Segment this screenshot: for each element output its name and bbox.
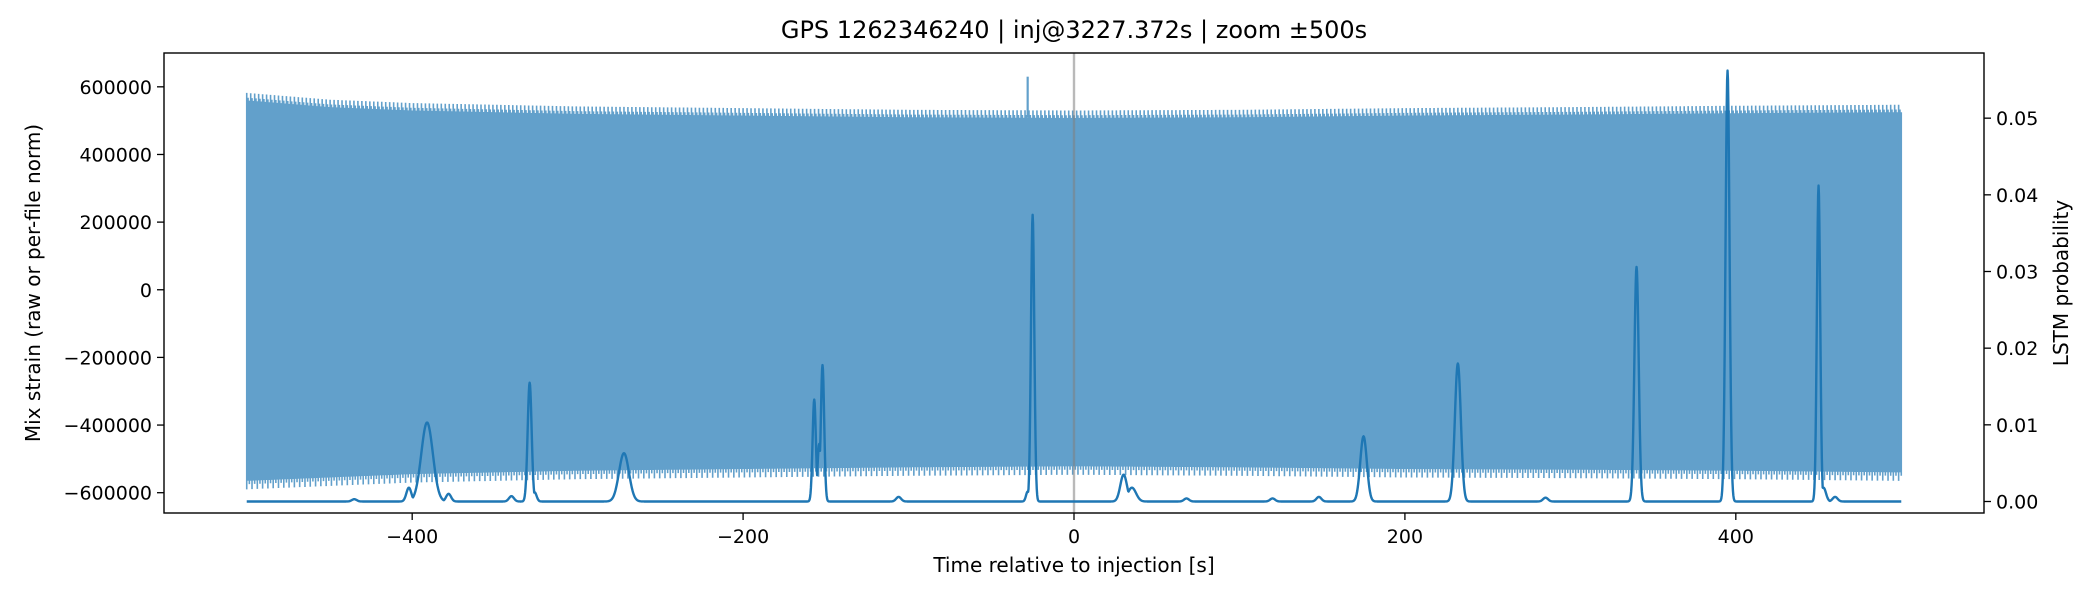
y-axis-right-title: LSTM probability	[2049, 200, 2073, 367]
y-right-tick-label: 0.02	[1996, 338, 2038, 360]
y-axis-right: 0.00 0.01 0.02 0.03 0.04 0.05	[1984, 108, 2038, 514]
probability-line	[245, 69, 1903, 503]
x-tick-label: 400	[1718, 526, 1754, 548]
y-axis-left-title: Mix strain (raw or per-file norm)	[21, 124, 45, 442]
y-left-tick-label: −200000	[64, 347, 152, 369]
plot-area	[245, 53, 1903, 513]
y-right-tick-label: 0.01	[1996, 415, 2038, 437]
x-tick-label: −200	[717, 526, 769, 548]
chart-title: GPS 1262346240 | inj@3227.372s | zoom ±5…	[781, 16, 1367, 44]
probability-series	[245, 69, 1903, 503]
y-axis-left: −600000 −400000 −200000 0 200000 400000 600000	[64, 77, 164, 505]
y-right-tick-label: 0.03	[1996, 262, 2038, 284]
x-axis-title: Time relative to injection [s]	[932, 553, 1214, 577]
x-tick-label: −400	[386, 526, 438, 548]
y-right-tick-label: 0.04	[1996, 185, 2038, 207]
y-left-tick-label: −600000	[64, 483, 152, 505]
y-left-tick-label: 0	[140, 280, 152, 302]
y-left-tick-label: −400000	[64, 415, 152, 437]
x-tick-label: 0	[1068, 526, 1080, 548]
y-left-tick-label: 600000	[79, 77, 152, 99]
y-right-tick-label: 0.05	[1996, 108, 2038, 130]
x-axis: −400 −200 0 200 400	[386, 513, 1754, 548]
y-left-tick-label: 400000	[79, 144, 152, 166]
y-left-tick-label: 200000	[79, 212, 152, 234]
y-right-tick-label: 0.00	[1996, 492, 2038, 514]
x-tick-label: 200	[1387, 526, 1423, 548]
